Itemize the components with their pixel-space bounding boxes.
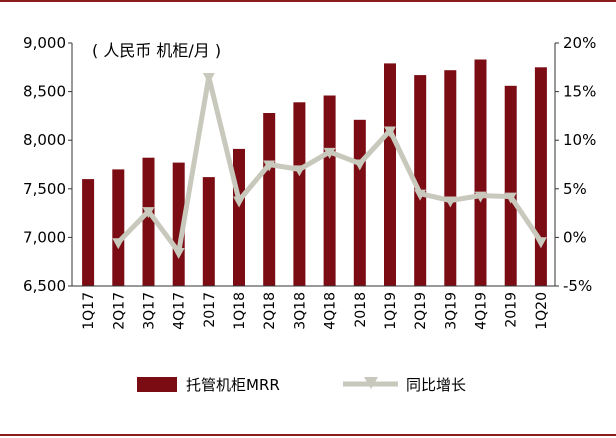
y-left-tick-label: 8,500 [23,83,66,101]
x-tick-label: 1Q17 [81,292,97,330]
bar-1Q17 [82,179,95,286]
x-tick-label: 1Q19 [383,292,399,330]
y-left-tick-label: 9,000 [23,34,66,52]
growth-point-4Q18 [323,147,336,159]
growth-point-4Q19 [474,191,487,203]
x-tick-label: 4Q19 [474,292,490,330]
y-right-tick-label: 0% [563,228,587,246]
line-series [112,73,547,259]
y-right-tick-label: 5% [563,180,587,198]
bar-2018 [353,119,366,286]
growth-point-2017 [202,73,215,85]
tick-labels: 6,500 7,000 7,500 8,000 8,500 9,000 -5% 0% 5% 10%… [23,34,596,330]
x-tick-label: 1Q20 [534,292,550,330]
axes [71,43,556,287]
y-left-tick-label: 7,500 [23,180,66,198]
bar-2Q17 [112,169,125,286]
bar-1Q20 [534,67,547,286]
bar-4Q19 [474,59,487,286]
y-right-tick-label: -5% [563,277,592,295]
bar-3Q17 [142,157,155,286]
growth-point-2018 [353,159,366,171]
bar-1Q19 [384,63,396,287]
growth-point-3Q18 [293,165,306,177]
x-tick-label: 2019 [504,292,520,328]
y-left-tick-label: 8,000 [23,131,66,149]
y-left-tick-label: 6,500 [23,277,66,295]
bottom-border [0,434,616,436]
top-border [0,0,616,2]
growth-point-3Q17 [142,207,155,219]
growth-point-1Q20 [534,237,547,249]
x-tick-label: 2Q19 [413,292,429,330]
x-tick-label: 3Q18 [292,292,308,330]
legend-label-bar: 托管机柜MRR [186,376,280,394]
growth-point-2Q17 [112,238,125,250]
y-right-tick-label: 15% [563,83,596,101]
legend-label-line: 同比增长 [406,376,466,394]
bar-1Q18 [233,148,245,286]
bar-2019 [504,85,517,286]
legend-swatch-bar [137,377,177,392]
x-tick-label: 3Q17 [141,292,157,330]
x-tick-label: 1Q18 [232,292,248,330]
bar-2Q18 [263,113,276,286]
bar-2Q19 [414,75,427,286]
growth-point-2019 [504,192,517,204]
legend: 托管机柜MRR 同比增长 [137,376,466,394]
bar-4Q18 [323,95,336,286]
bar-2017 [202,177,215,286]
unit-label: ( 人民币 机柜/月 ) [92,41,221,60]
y-right-tick-label: 20% [563,34,596,52]
bar-series [82,59,547,287]
growth-point-4Q17 [172,247,185,259]
bar-3Q19 [444,70,457,286]
growth-point-1Q18 [233,196,246,208]
x-tick-label: 4Q17 [172,292,188,330]
growth-point-1Q19 [383,126,396,138]
bar-4Q17 [172,162,185,286]
x-tick-label: 2Q17 [111,292,127,330]
growth-point-3Q19 [444,196,457,208]
growth-point-2Q19 [414,189,427,201]
x-tick-label: 2017 [202,292,218,328]
growth-point-2Q18 [263,160,276,172]
legend-marker-line [364,377,378,389]
x-tick-label: 2018 [353,292,369,328]
y-right-tick-label: 10% [563,131,596,149]
y-left-tick-label: 7,000 [23,228,66,246]
x-tick-label: 4Q18 [323,292,339,330]
bar-3Q18 [293,102,306,286]
x-tick-label: 3Q19 [443,292,459,330]
x-tick-label: 2Q18 [262,292,278,330]
